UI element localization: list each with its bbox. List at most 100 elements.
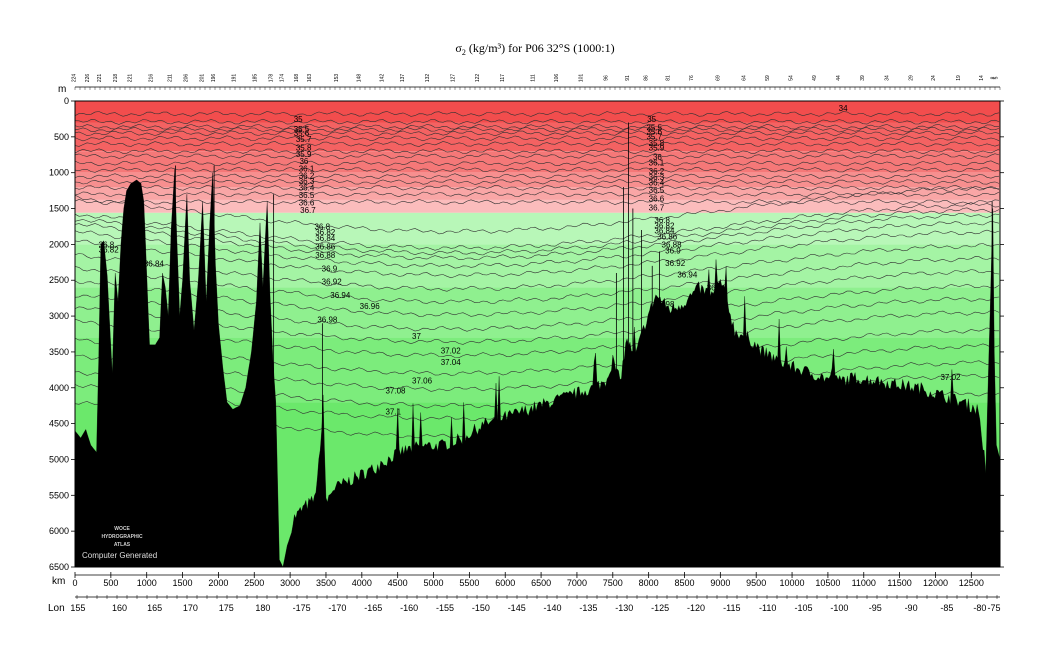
station-label-7: 206: [183, 74, 189, 83]
contour-label-57: 36.82: [99, 245, 120, 254]
km-tick-label-3000: 3000: [280, 578, 300, 588]
contour-label-58: 36.84: [144, 260, 165, 269]
depth-tick-label-4000: 4000: [49, 383, 69, 393]
station-label-16: 153: [334, 74, 340, 83]
contour-label-29: 37.08: [385, 387, 406, 396]
contour-label-27: 37.04: [441, 358, 462, 367]
contour-line-36-9: [74, 243, 1000, 292]
km-tick-label-6500: 6500: [531, 578, 551, 588]
station-label-32: 69: [715, 75, 721, 81]
lon-tick-label-26: -75: [987, 603, 1000, 613]
contour-line-35-1: [74, 123, 999, 130]
km-tick-label-9000: 9000: [710, 578, 730, 588]
km-tick-label-1000: 1000: [137, 578, 157, 588]
km-tick-label-4500: 4500: [388, 578, 408, 588]
lon-tick-label-18: -115: [723, 603, 740, 613]
contour-label-52: 36.94: [677, 270, 698, 279]
km-tick-label-2000: 2000: [208, 578, 228, 588]
contour-label-23: 36.96: [360, 302, 381, 311]
contour-line-36-5: [74, 191, 1000, 198]
station-label-34: 59: [765, 75, 771, 81]
lon-tick-label-13: -140: [544, 603, 562, 613]
contour-label-5: 35.8: [296, 143, 312, 152]
station-label-1: 226: [85, 74, 91, 83]
contour-line-37: [74, 309, 1000, 359]
contour-label-19: 36.88: [315, 251, 336, 260]
computer-generated-label: Computer Generated: [82, 551, 157, 560]
lon-tick-label-5: 180: [255, 603, 270, 613]
km-tick-label-1500: 1500: [173, 578, 193, 588]
contour-line-36-3: [74, 179, 1000, 185]
contour-label-32: 35.5: [646, 123, 662, 132]
station-label-21: 127: [450, 74, 456, 83]
km-tick-label-0: 0: [72, 578, 77, 588]
station-label-30: 81: [666, 75, 672, 81]
contour-label-26: 37.02: [441, 346, 462, 355]
contour-label-51: 36.92: [665, 259, 686, 268]
contour-label-6: 35.9: [296, 150, 312, 159]
station-label-28: 91: [625, 75, 631, 81]
contour-label-1: 35: [294, 115, 303, 124]
contour-label-9: 36.2: [299, 171, 315, 180]
contour-label-38: 36.1: [649, 159, 665, 168]
contour-line-35-3: [74, 126, 1000, 133]
contour-label-39: 36.2: [649, 167, 665, 176]
station-label-9: 196: [211, 74, 217, 83]
lon-tick-label-6: -175: [293, 603, 311, 613]
station-label-19: 137: [400, 74, 406, 83]
km-tick-label-6000: 6000: [495, 578, 515, 588]
contour-line-36-7: [74, 186, 1000, 235]
contour-label-48: 36.86: [657, 232, 678, 241]
contour-label-7: 36: [299, 157, 308, 166]
station-label-39: 34: [884, 75, 890, 81]
contour-line-36-94: [74, 269, 1000, 317]
contour-label-8: 36.1: [299, 164, 315, 173]
station-label-25: 106: [554, 74, 560, 83]
km-tick-label-8500: 8500: [674, 578, 694, 588]
contour-line-35-5: [74, 130, 1000, 137]
contour-label-49: 36.88: [662, 240, 683, 249]
station-label-10: 191: [232, 74, 238, 83]
contour-line-34: [74, 111, 1000, 117]
station-label-4: 221: [128, 74, 134, 83]
km-tick-label-7000: 7000: [567, 578, 587, 588]
km-tick-label-9500: 9500: [746, 578, 766, 588]
contour-line-36-6: [74, 199, 1000, 205]
contour-label-45: 36.8: [654, 216, 670, 225]
contour-line-37-02: [74, 327, 999, 376]
contour-line-36: [74, 160, 1000, 167]
contour-label-4: 35.7: [296, 135, 312, 144]
station-label-8: 201: [199, 74, 205, 83]
contour-line-35-6: [74, 135, 1000, 142]
contour-line-35-8: [74, 148, 1000, 155]
lon-tick-label-7: -170: [328, 603, 346, 613]
contour-line-37-06: [74, 360, 1000, 409]
depth-tick-label-1500: 1500: [49, 204, 69, 214]
km-tick-label-10500: 10500: [815, 578, 840, 588]
contour-label-11: 36.4: [299, 184, 315, 193]
contour-label-18: 36.86: [315, 242, 336, 251]
lon-tick-label-16: -125: [651, 603, 669, 613]
contour-label-10: 36.3: [299, 177, 315, 186]
station-label-38: 39: [860, 75, 866, 81]
contour-label-41: 36.4: [649, 179, 665, 188]
station-label-2: 221: [97, 74, 103, 83]
station-label-18: 142: [379, 74, 385, 83]
contour-label-55: 37.02: [940, 373, 961, 382]
title-subscript: 2: [462, 48, 466, 57]
contour-label-43: 36.6: [649, 194, 665, 203]
lon-tick-label-0: 155: [70, 603, 85, 613]
km-tick-label-12500: 12500: [959, 578, 984, 588]
contour-label-47: 36.84: [654, 227, 675, 236]
station-label-0: 224: [72, 74, 78, 83]
contour-line-36-86: [74, 220, 1000, 269]
depth-tick-label-4500: 4500: [49, 419, 69, 429]
density-band-3: [75, 172, 1000, 188]
contour-line-36-1: [74, 166, 1000, 173]
km-tick-label-2500: 2500: [244, 578, 264, 588]
contour-line-36-4: [74, 184, 1000, 191]
station-label-44: 8: [991, 76, 997, 79]
station-label-29: 86: [644, 75, 650, 81]
contour-label-12: 36.5: [299, 191, 315, 200]
